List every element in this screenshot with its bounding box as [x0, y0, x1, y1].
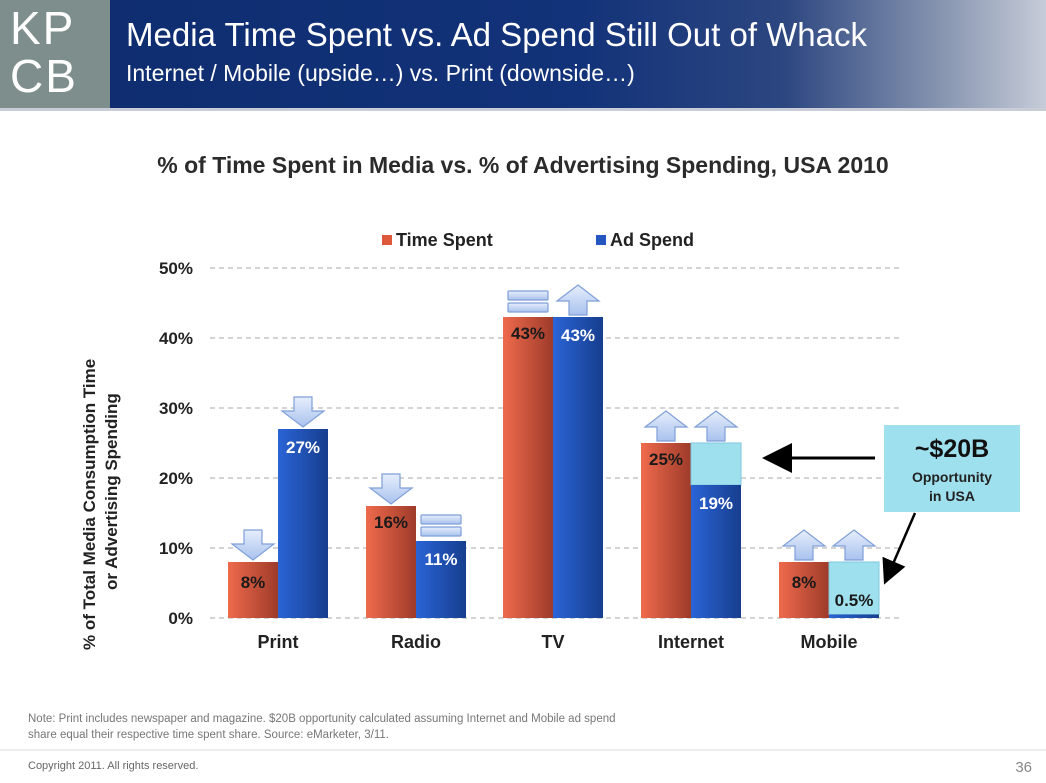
- opportunity-gap-mobile: [828, 561, 880, 615]
- data-label-ad-spend: 0.5%: [835, 591, 874, 610]
- bar-chart: 0% 10% 20% 30% 40% 50% 8% 27% 16% 11% 43% 43% 25% 19…: [80, 230, 1020, 652]
- bar-time-spent-print: [228, 562, 278, 618]
- bar-time-spent-internet: [641, 443, 691, 618]
- y-tick-label: 20%: [159, 469, 193, 488]
- down-arrow-icon: [230, 529, 276, 561]
- legend-label-ad-spend: Ad Spend: [610, 230, 694, 250]
- data-label-ad-spend: 11%: [424, 550, 457, 569]
- footnote: Note: Print includes newspaper and magaz…: [28, 711, 728, 743]
- data-label-ad-spend: 19%: [699, 494, 733, 513]
- up-arrow-icon: [555, 284, 601, 316]
- opportunity-value: ~$20B: [915, 435, 989, 463]
- x-tick-label: Print: [257, 632, 298, 652]
- data-label-time-spent: 43%: [511, 324, 545, 343]
- x-tick-label: Internet: [658, 632, 724, 652]
- chart-title: % of Time Spent in Media vs. % of Advert…: [157, 152, 889, 178]
- logo-line-1: KP: [10, 2, 76, 54]
- header-divider: [0, 108, 1046, 111]
- equal-bar-bottom: [507, 302, 549, 313]
- x-tick-label: Radio: [391, 632, 441, 652]
- bar-time-spent-mobile: [779, 562, 829, 618]
- opportunity-line-1: Opportunity: [912, 469, 992, 485]
- arrow-to-mobile: [882, 512, 917, 585]
- bar-ad-spend-print: [278, 429, 328, 618]
- bar-ad-spend-tv: [553, 317, 603, 618]
- y-tick-label: 40%: [159, 329, 193, 348]
- data-label-time-spent: 8%: [792, 573, 817, 592]
- x-tick-label: Mobile: [801, 632, 858, 652]
- up-arrow-icon: [781, 529, 827, 561]
- bar-time-spent-tv: [503, 317, 553, 618]
- y-tick-label: 10%: [159, 539, 193, 558]
- opportunity-line-2: in USA: [929, 488, 975, 504]
- bar-ad-spend-internet: [691, 485, 741, 618]
- x-tick-label: TV: [541, 632, 564, 652]
- footnote-line-2: share equal their respective time spent …: [28, 729, 389, 741]
- opportunity-callout-box: [884, 425, 1020, 512]
- opportunity-gap-internet: [690, 442, 742, 486]
- data-label-time-spent: 25%: [649, 450, 683, 469]
- y-tick-label: 50%: [159, 259, 193, 278]
- legend-swatch-ad-spend: [596, 235, 606, 245]
- bar-ad-spend-radio: [416, 541, 466, 618]
- equal-bar-top: [420, 514, 462, 525]
- footnote-line-1: Note: Print includes newspaper and magaz…: [28, 713, 616, 725]
- equal-sign-icon: [420, 514, 462, 537]
- legend-label-time-spent: Time Spent: [396, 230, 493, 250]
- data-label-ad-spend: 27%: [286, 438, 320, 457]
- logo-line-2: CB: [10, 50, 78, 102]
- page-number: 36: [1015, 759, 1032, 776]
- y-axis-label-line-2: or Advertising Spending: [102, 393, 121, 590]
- up-arrow-icon: [831, 529, 877, 561]
- equal-bar-bottom: [420, 526, 462, 537]
- up-arrow-icon: [643, 410, 689, 442]
- y-axis-label-line-1: % of Total Media Consumption Time: [80, 359, 99, 650]
- slide-header: KP CB Media Time Spent vs. Ad Spend Stil…: [0, 0, 1046, 108]
- slide-title: Media Time Spent vs. Ad Spend Still Out …: [126, 16, 868, 53]
- footer-divider: [0, 749, 1046, 751]
- equal-sign-icon: [507, 290, 549, 313]
- bar-time-spent-radio: [366, 506, 416, 618]
- data-label-time-spent: 16%: [374, 513, 408, 532]
- y-tick-label: 0%: [168, 609, 193, 628]
- copyright: Copyright 2011. All rights reserved.: [28, 760, 199, 772]
- y-tick-label: 30%: [159, 399, 193, 418]
- legend-swatch-time-spent: [382, 235, 392, 245]
- equal-bar-top: [507, 290, 549, 301]
- kpcb-logo: KP CB: [0, 0, 110, 108]
- slide-subtitle: Internet / Mobile (upside…) vs. Print (d…: [126, 60, 635, 86]
- up-arrow-icon: [693, 410, 739, 442]
- down-arrow-icon: [280, 396, 326, 428]
- down-arrow-icon: [368, 473, 414, 505]
- data-label-time-spent: 8%: [241, 573, 266, 592]
- data-label-ad-spend: 43%: [561, 326, 595, 345]
- bar-ad-spend-mobile: [829, 614, 879, 618]
